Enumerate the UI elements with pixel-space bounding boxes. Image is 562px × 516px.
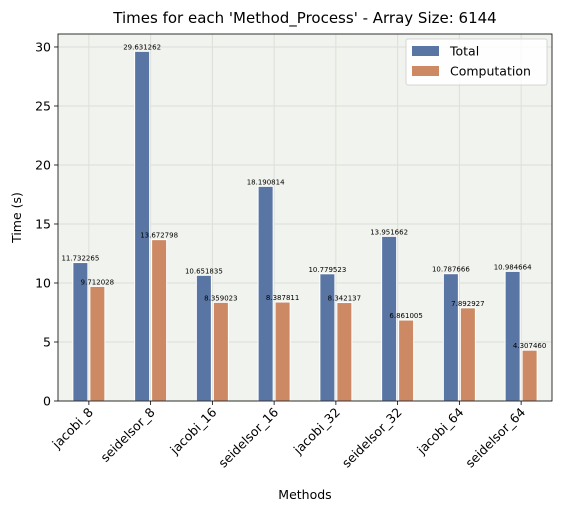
- x-tick-label: jacobi_8: [48, 404, 96, 452]
- data-label-total: 18.190814: [247, 178, 285, 186]
- y-axis: 0 5 10 15 20 25 30: [35, 39, 58, 409]
- data-label-computation: 8.387811: [266, 294, 299, 302]
- y-axis-label: Time (s): [9, 192, 24, 244]
- data-label-computation: 8.359023: [204, 294, 237, 302]
- y-tick-label: 25: [35, 98, 51, 113]
- x-tick-label: jacobi_32: [290, 405, 343, 458]
- bar-computation-jacobi_8: [89, 285, 106, 402]
- plot-background: [58, 34, 552, 401]
- data-label-total: 10.651835: [185, 267, 223, 275]
- legend-label-total: Total: [449, 44, 479, 59]
- y-tick-label: 15: [35, 216, 51, 231]
- x-axis: jacobi_8 seidelsor_8 jacobi_16seidelsor_16…: [48, 401, 528, 470]
- legend-label-computation: Computation: [450, 64, 531, 79]
- data-label-computation: 4.307460: [513, 342, 546, 350]
- data-label-total: 10.779523: [308, 266, 346, 274]
- bar-total-jacobi_64: [442, 273, 459, 402]
- data-label-total: 13.951662: [370, 228, 408, 236]
- legend-swatch-computation: [412, 66, 439, 76]
- y-tick-label: 5: [43, 334, 51, 349]
- x-tick-label: seidelsor_64: [462, 404, 528, 470]
- bar-computation-jacobi_32: [336, 302, 353, 402]
- plot-frame: [57, 33, 553, 402]
- data-label-computation: 7.892927: [451, 300, 484, 308]
- legend-box: [405, 38, 548, 86]
- legend: Total Computation: [405, 38, 548, 86]
- data-label-total: 11.732265: [61, 255, 99, 263]
- data-label-computation: 8.342137: [328, 295, 361, 303]
- data-label-total: 29.631262: [123, 43, 161, 51]
- bar-computation-jacobi_16: [212, 301, 229, 402]
- data-labels: 11.732265 29.631262 10.651835 18.190814 10.7…: [61, 43, 546, 350]
- x-tick-label: jacobi_16: [166, 404, 219, 457]
- y-tick-label: 30: [35, 39, 51, 54]
- data-label-computation: 9.712028: [81, 278, 114, 286]
- x-axis-label: Methods: [278, 487, 331, 502]
- legend-swatch-total: [412, 46, 439, 56]
- y-tick-label: 0: [43, 394, 51, 409]
- x-tick-label: seidelsor_16: [215, 404, 281, 470]
- bar-computation-seidelsor_8: [151, 239, 168, 402]
- data-label-computation: 6.861005: [389, 312, 422, 320]
- bar-computation-seidelsor_64: [521, 349, 538, 402]
- data-label-total: 10.787666: [432, 266, 470, 274]
- bar-total-seidelsor_8: [134, 50, 151, 402]
- bar-computation-seidelsor_32: [398, 319, 415, 402]
- x-tick-label: seidelsor_32: [339, 405, 405, 471]
- y-tick-label: 10: [35, 275, 51, 290]
- bar-computation-seidelsor_16: [274, 301, 291, 402]
- bar-total-jacobi_32: [319, 273, 336, 402]
- chart-title: Times for each 'Method_Process' - Array …: [112, 9, 496, 28]
- x-tick-label: seidelsor_8: [97, 404, 157, 464]
- data-label-total: 10.984664: [494, 263, 532, 271]
- bar-computation-jacobi_64: [459, 307, 476, 402]
- x-tick-label: jacobi_64: [413, 404, 466, 457]
- bar-total-seidelsor_64: [504, 270, 521, 402]
- y-tick-label: 20: [35, 157, 51, 172]
- data-label-computation: 13.672798: [140, 232, 178, 240]
